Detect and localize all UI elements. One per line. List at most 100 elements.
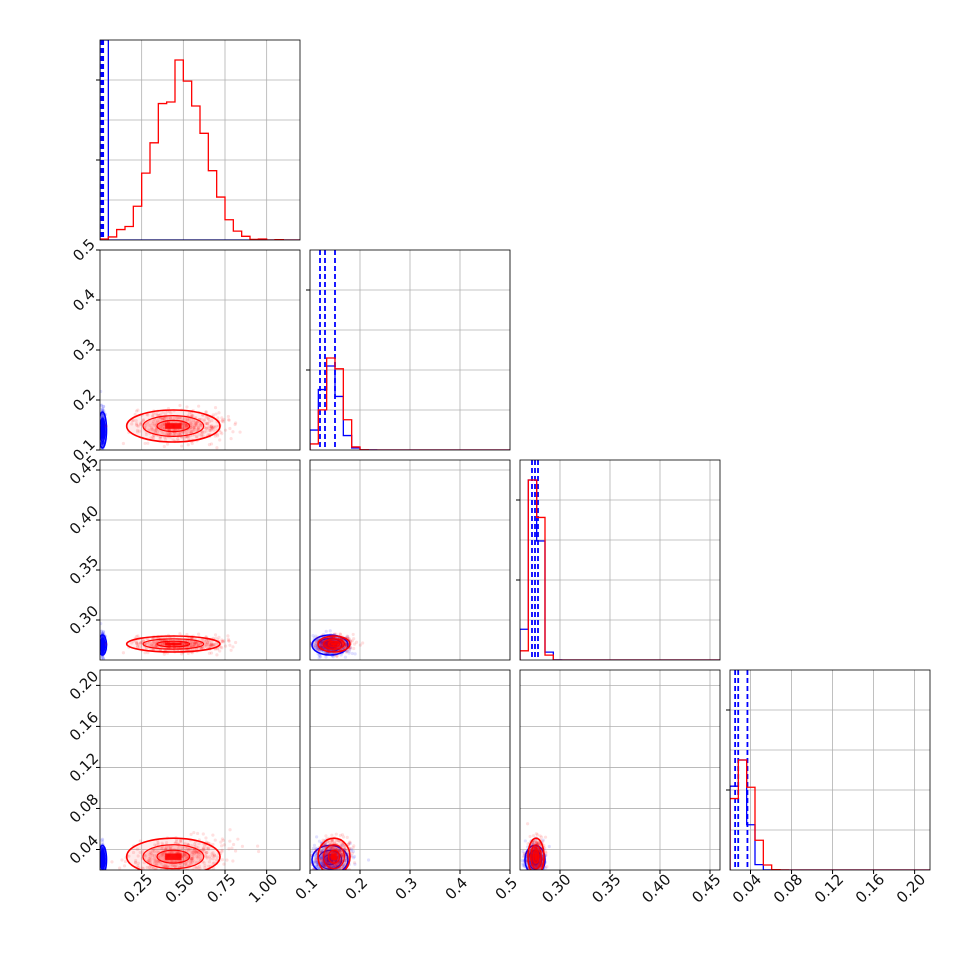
sample-point-blue	[540, 869, 542, 870]
sample-point-blue	[324, 871, 327, 874]
sample-point-red	[205, 643, 209, 647]
sample-point-red	[134, 641, 139, 646]
sample-point-red	[204, 410, 208, 414]
sample-point-red	[209, 642, 213, 646]
sample-point-red	[153, 429, 157, 433]
sample-point-red	[328, 642, 332, 646]
sample-point-blue	[319, 641, 323, 645]
sample-point-blue	[303, 642, 306, 645]
sample-point-red	[163, 416, 167, 420]
sample-point-red	[204, 422, 208, 426]
sample-point-red	[211, 413, 215, 417]
sample-point-red	[185, 424, 189, 428]
sample-point-red	[134, 409, 139, 413]
sample-point-red	[316, 635, 320, 639]
sample-point-red	[318, 648, 322, 653]
sample-point-red	[221, 420, 225, 424]
sample-point-blue	[339, 653, 343, 657]
sample-point-red	[206, 422, 210, 426]
sample-point-red	[205, 641, 209, 645]
sample-point-red	[148, 642, 152, 646]
sample-point-red	[160, 418, 164, 422]
sample-point-blue	[101, 405, 106, 409]
sample-point-blue	[318, 654, 322, 658]
sample-point-red	[150, 643, 154, 648]
sample-point-blue	[101, 847, 105, 851]
sample-point-blue	[306, 640, 309, 643]
sample-point-blue	[343, 871, 346, 874]
sample-point-red	[151, 422, 155, 426]
sample-point-blue	[333, 870, 336, 873]
sample-point-red	[231, 842, 236, 847]
sample-point-red	[341, 642, 345, 646]
sample-point-red	[348, 840, 352, 844]
sample-point-red	[160, 877, 163, 880]
sample-point-red	[189, 425, 193, 430]
marginal-panel-1	[306, 249, 511, 451]
sample-point-blue	[100, 454, 103, 457]
sample-point-red	[184, 424, 189, 428]
sample-point-blue	[538, 872, 541, 875]
sample-point-blue	[101, 453, 104, 456]
joint-panel-0-3	[99, 669, 301, 882]
sample-point-blue	[346, 635, 350, 639]
sample-point-red	[324, 651, 328, 656]
gridlines	[100, 40, 300, 240]
sample-point-blue	[100, 441, 104, 446]
sample-point-red	[189, 832, 193, 836]
sample-point-red	[141, 639, 146, 643]
sample-point-red	[138, 429, 142, 433]
sample-point-red	[135, 430, 140, 434]
sample-point-red	[163, 873, 166, 876]
sample-point-red	[334, 876, 337, 879]
sample-point-blue	[100, 436, 104, 440]
sample-point-red	[342, 869, 344, 870]
sample-point-blue	[100, 631, 104, 635]
sample-point-red	[352, 844, 356, 848]
sample-point-red	[134, 634, 139, 639]
sample-point-red	[350, 851, 354, 855]
sample-point-red	[118, 866, 122, 870]
sample-point-red	[208, 642, 212, 646]
sample-point-red	[320, 639, 324, 643]
sample-point-red	[339, 642, 343, 646]
sample-point-red	[209, 424, 214, 428]
sample-point-blue	[533, 872, 536, 875]
panel-frame	[309, 249, 511, 451]
sample-point-red	[200, 430, 205, 434]
sample-point-red	[233, 849, 238, 853]
sample-point-red	[208, 424, 212, 428]
sample-point-blue	[100, 872, 103, 875]
sample-point-red	[213, 633, 218, 637]
sample-point-red	[334, 632, 338, 636]
sample-point-red	[323, 875, 326, 878]
sample-point-red	[531, 834, 536, 838]
sample-point-red	[345, 643, 349, 648]
sample-point-red	[209, 428, 213, 432]
sample-point-red	[169, 411, 173, 415]
sample-point-blue	[347, 875, 350, 878]
sample-point-red	[204, 426, 208, 430]
sample-point-red	[145, 421, 150, 425]
sample-point-red	[164, 412, 168, 416]
sample-point-blue	[101, 870, 104, 873]
sample-point-red	[221, 640, 225, 644]
sample-point-blue	[523, 839, 527, 843]
sample-point-blue	[314, 639, 319, 643]
sample-point-red	[157, 879, 160, 882]
sample-point-red	[339, 641, 344, 646]
sample-point-red	[160, 423, 164, 428]
sample-point-blue	[101, 846, 105, 850]
sample-point-red	[222, 639, 226, 643]
sample-point-red	[198, 641, 202, 646]
sample-point-blue	[338, 870, 341, 873]
sample-point-red	[214, 642, 218, 646]
sample-point-red	[183, 642, 187, 646]
sample-point-red	[151, 640, 156, 644]
sample-point-red	[227, 639, 231, 643]
sample-point-red	[147, 428, 151, 432]
sample-point-red	[334, 832, 338, 836]
sample-point-red	[320, 641, 324, 645]
sample-point-red	[231, 645, 235, 649]
sample-point-red	[318, 877, 321, 880]
